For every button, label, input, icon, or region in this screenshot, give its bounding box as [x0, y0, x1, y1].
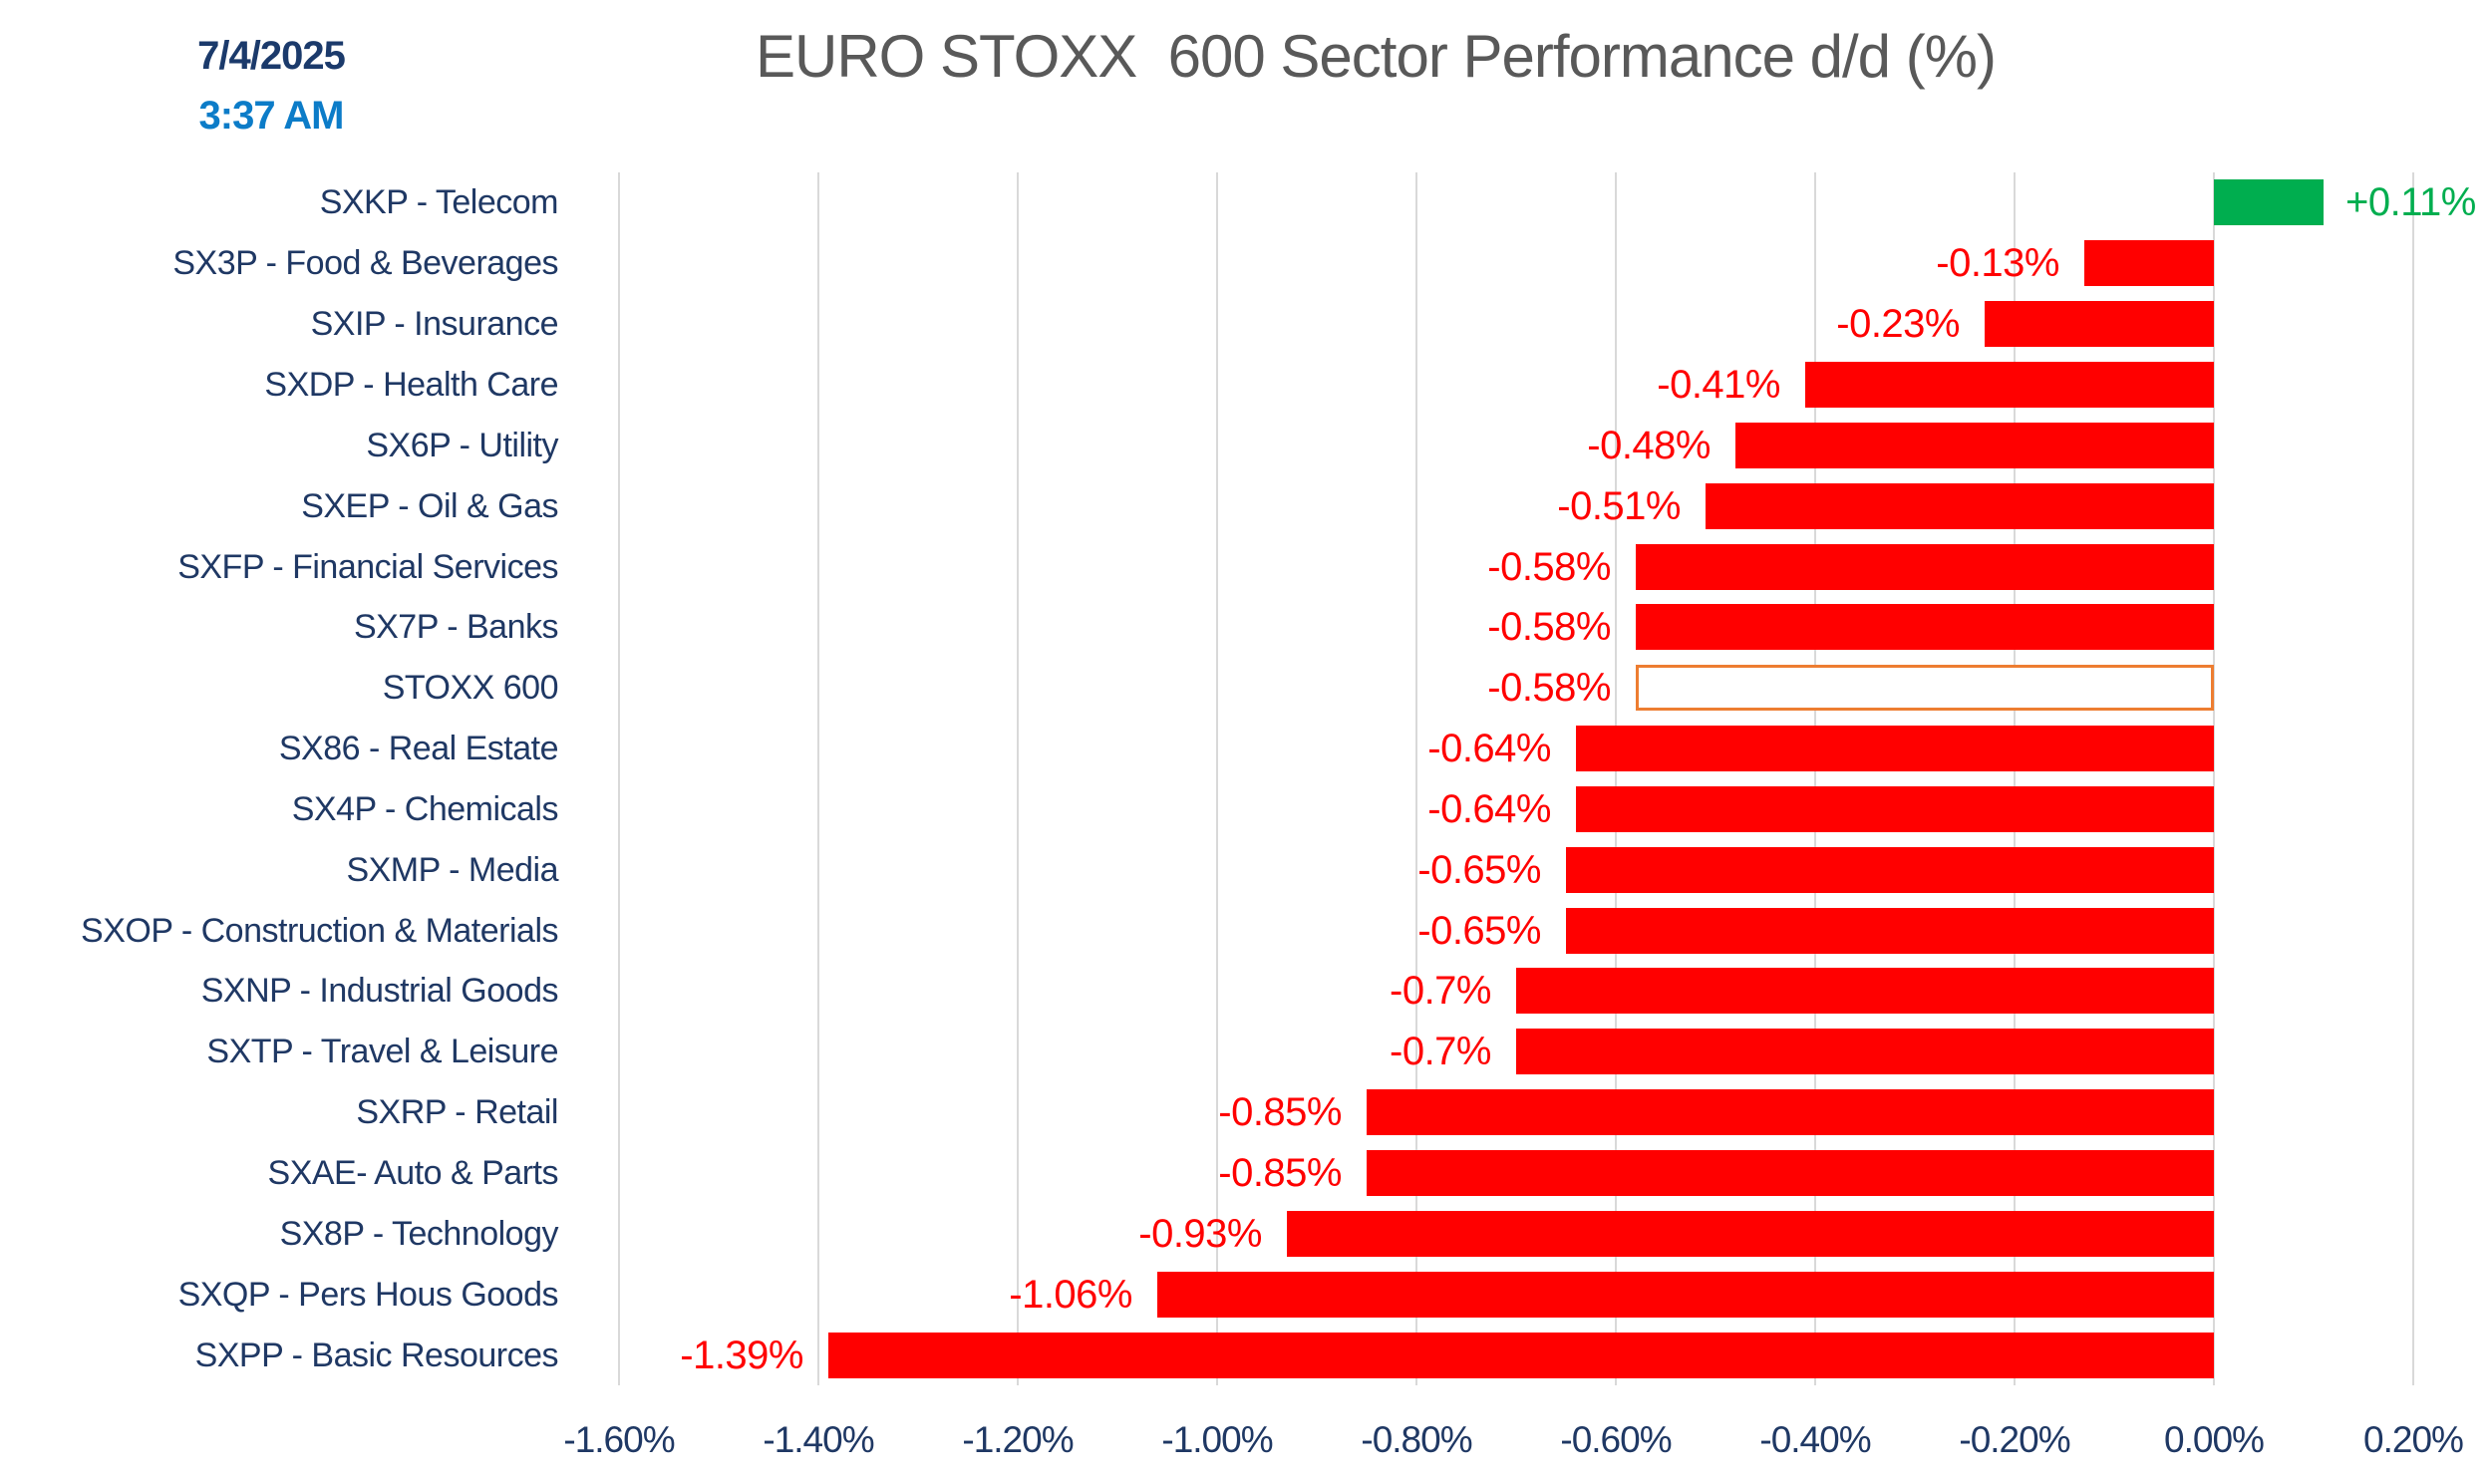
- category-label: SXEP - Oil & Gas: [301, 486, 558, 525]
- category-label: SX8P - Technology: [279, 1214, 559, 1253]
- category-label: SX3P - Food & Beverages: [172, 244, 558, 283]
- category-label: SXIP - Insurance: [310, 305, 559, 344]
- category-label: SXRP - Retail: [356, 1093, 558, 1132]
- bar-negative: [1805, 361, 2214, 408]
- gridline-0.00%: [2213, 172, 2215, 1385]
- value-label: -0.65%: [1417, 908, 1541, 953]
- category-label: SXFP - Financial Services: [177, 547, 558, 586]
- value-label: -0.58%: [1487, 544, 1611, 589]
- category-label: SXNP - Industrial Goods: [200, 972, 559, 1011]
- report-time: 3:37 AM: [198, 94, 345, 138]
- bar-negative: [1636, 604, 2214, 651]
- category-label: SXMP - Media: [346, 850, 558, 889]
- value-label: -0.85%: [1218, 1151, 1342, 1196]
- value-label: -0.41%: [1657, 362, 1780, 407]
- category-label: SXOP - Construction & Materials: [81, 911, 558, 950]
- category-label: SXTP - Travel & Leisure: [206, 1033, 558, 1071]
- category-label: SX86 - Real Estate: [278, 730, 559, 768]
- value-label: -0.13%: [1936, 241, 2059, 286]
- gridline--1.60%: [618, 172, 620, 1385]
- gridline--1.20%: [1017, 172, 1019, 1385]
- chart-title: EURO STOXX 600 Sector Performance d/d (%…: [755, 23, 1997, 90]
- x-tick-label: -1.00%: [1161, 1419, 1273, 1460]
- report-date: 7/4/2025: [197, 34, 346, 78]
- bar-negative: [1576, 785, 2214, 832]
- value-label: -0.7%: [1390, 969, 1492, 1014]
- x-tick-label: -1.20%: [962, 1419, 1074, 1460]
- bar-negative: [1157, 1271, 2214, 1318]
- bar-positive: [2214, 179, 2324, 226]
- gridline-0.20%: [2412, 172, 2414, 1385]
- bar-negative: [1367, 1150, 2214, 1197]
- gridline--1.40%: [817, 172, 819, 1385]
- category-label: SXKP - Telecom: [319, 183, 559, 222]
- x-tick-label: -1.60%: [563, 1419, 675, 1460]
- category-label: SXAE- Auto & Parts: [267, 1154, 559, 1193]
- x-tick-label: -0.60%: [1560, 1419, 1672, 1460]
- x-tick-label: -0.40%: [1759, 1419, 1871, 1460]
- x-tick-label: 0.00%: [2164, 1419, 2265, 1460]
- bar-negative: [2084, 240, 2214, 287]
- gridline--0.80%: [1415, 172, 1417, 1385]
- gridline--0.20%: [2014, 172, 2016, 1385]
- category-label: SX4P - Chemicals: [291, 789, 559, 828]
- category-label: STOXX 600: [382, 669, 559, 708]
- gridline--0.60%: [1615, 172, 1617, 1385]
- x-tick-label: -0.80%: [1361, 1419, 1472, 1460]
- x-tick-label: -1.40%: [763, 1419, 874, 1460]
- bar-negative: [1706, 482, 2214, 529]
- value-label: -0.85%: [1218, 1090, 1342, 1135]
- value-label: -0.93%: [1138, 1211, 1262, 1256]
- x-tick-label: 0.20%: [2363, 1419, 2464, 1460]
- bar-negative: [1516, 1029, 2214, 1075]
- bar-negative: [1287, 1210, 2214, 1257]
- value-label: +0.11%: [2345, 180, 2476, 225]
- bar-negative: [1636, 543, 2214, 590]
- value-label: -0.64%: [1427, 727, 1551, 771]
- category-label: SXPP - Basic Resources: [194, 1336, 559, 1374]
- value-label: -0.7%: [1390, 1030, 1492, 1074]
- value-label: -0.58%: [1487, 666, 1611, 711]
- value-label: -0.65%: [1417, 847, 1541, 892]
- bar-negative: [1516, 968, 2214, 1015]
- category-label: SXDP - Health Care: [264, 365, 558, 404]
- value-label: -0.51%: [1557, 483, 1681, 528]
- gridline--0.40%: [1814, 172, 1816, 1385]
- bar-negative: [828, 1332, 2214, 1378]
- bar-negative: [1566, 846, 2214, 893]
- bar-negative: [1985, 301, 2214, 348]
- category-label: SXQP - Pers Hous Goods: [177, 1275, 559, 1314]
- category-label: SX7P - Banks: [353, 608, 559, 647]
- bar-negative: [1566, 907, 2214, 954]
- value-label: -1.06%: [1009, 1272, 1132, 1317]
- value-label: -0.48%: [1587, 423, 1711, 467]
- bar-negative: [1576, 726, 2214, 772]
- bar-negative: [1367, 1089, 2214, 1136]
- gridline--1.00%: [1216, 172, 1218, 1385]
- bar-negative: [1735, 422, 2214, 468]
- bar-benchmark: [1636, 665, 2214, 712]
- value-label: -1.39%: [680, 1333, 803, 1377]
- value-label: -0.23%: [1836, 302, 1960, 347]
- x-tick-label: -0.20%: [1959, 1419, 2070, 1460]
- category-label: SX6P - Utility: [366, 426, 558, 464]
- value-label: -0.58%: [1487, 605, 1611, 650]
- value-label: -0.64%: [1427, 786, 1551, 831]
